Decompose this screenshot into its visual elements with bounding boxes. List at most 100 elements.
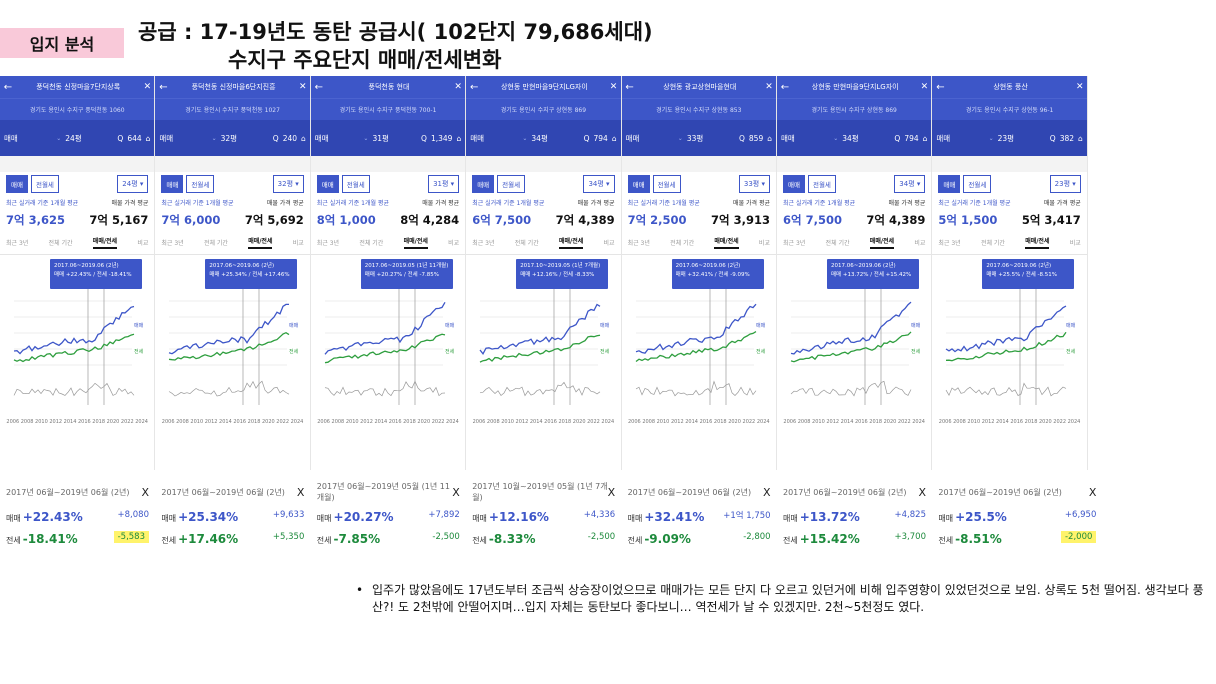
filter-type[interactable]: 매매 [781, 133, 795, 143]
size-select[interactable]: 34평 ▾ [583, 175, 615, 193]
close-icon[interactable]: ✕ [454, 82, 462, 92]
filter-type[interactable]: 매매 [625, 133, 640, 143]
tab-all[interactable]: 전체 기간 [203, 240, 228, 247]
tab-sale-rent[interactable]: 매매/전세 [869, 236, 895, 249]
bell-icon[interactable]: ⌂ [456, 133, 462, 143]
size-select[interactable]: 31평 ▾ [428, 175, 460, 193]
tab-compare[interactable]: 비교 [137, 240, 149, 247]
tab-sale[interactable]: 매매 [161, 175, 184, 193]
tab-sale-rent[interactable]: 매매/전세 [558, 236, 584, 249]
tab-sale-rent[interactable]: 매매/전세 [714, 236, 739, 249]
back-arrow-icon[interactable]: ← [3, 81, 13, 93]
tab-compare[interactable]: 비교 [1069, 240, 1081, 247]
search-icon[interactable]: Q [272, 133, 279, 143]
close-icon[interactable]: X [763, 485, 771, 499]
filter-size[interactable]: 34평 [842, 133, 859, 143]
tab-recent[interactable]: 최근 3년 [938, 240, 961, 247]
close-icon[interactable]: ✕ [765, 82, 773, 92]
close-icon[interactable]: ✕ [609, 82, 618, 92]
tab-rent[interactable]: 전월세 [963, 175, 992, 193]
tab-all[interactable]: 전체 기간 [670, 240, 695, 247]
filter-size[interactable]: 32평 [220, 133, 238, 143]
filter-type[interactable]: 매매 [470, 133, 484, 143]
back-arrow-icon[interactable]: ← [936, 81, 945, 93]
back-arrow-icon[interactable]: ← [625, 81, 634, 93]
tab-all[interactable]: 전체 기간 [980, 240, 1005, 247]
search-icon[interactable]: Q [583, 133, 590, 143]
close-icon[interactable]: X [141, 485, 149, 499]
tab-sale[interactable]: 매매 [627, 175, 650, 193]
bell-icon[interactable]: ⌂ [301, 133, 306, 143]
size-select[interactable]: 23평 ▾ [1049, 175, 1081, 193]
tab-recent[interactable]: 최근 3년 [316, 240, 340, 247]
close-icon[interactable]: ✕ [1076, 82, 1084, 92]
tab-sale[interactable]: 매매 [6, 175, 28, 193]
search-icon[interactable]: Q [117, 133, 124, 143]
bell-icon[interactable]: ⌂ [611, 133, 617, 143]
filter-size[interactable]: 23평 [997, 133, 1015, 143]
close-icon[interactable]: X [296, 485, 305, 499]
tab-recent[interactable]: 최근 3년 [783, 240, 806, 247]
price-chart[interactable]: 매매 전세 2017.06~2019.06 (2년) 매매 +13.72% / 전… [777, 255, 931, 427]
search-icon[interactable]: Q [421, 133, 427, 143]
tab-compare[interactable]: 비교 [292, 240, 304, 247]
tab-rent[interactable]: 전월세 [30, 175, 59, 193]
tab-compare[interactable]: 비교 [914, 240, 926, 247]
price-chart[interactable]: 매매 전세 2017.06~2019.06 (2년) 매매 +25.5% / 전세… [932, 255, 1086, 427]
filter-size[interactable]: 31평 [372, 133, 389, 143]
tab-recent[interactable]: 최근 3년 [6, 240, 29, 247]
back-arrow-icon[interactable]: ← [314, 81, 323, 93]
search-icon[interactable]: Q [894, 133, 901, 143]
tab-all[interactable]: 전체 기간 [825, 240, 850, 247]
size-select[interactable]: 34평 ▾ [894, 175, 926, 193]
close-icon[interactable]: X [607, 485, 616, 499]
close-icon[interactable]: X [452, 485, 460, 499]
tab-sale[interactable]: 매매 [472, 175, 495, 193]
price-chart[interactable]: 매매 전세 2017.06~2019.06 (2년) 매매 +25.34% / 전… [155, 255, 309, 427]
price-chart[interactable]: 매매 전세 2017.06~2019.06 (2년) 매매 +22.43% / 전… [0, 255, 154, 427]
close-icon[interactable]: ✕ [299, 82, 307, 92]
bell-icon[interactable]: ⌂ [145, 133, 151, 143]
size-select[interactable]: 33평 ▾ [738, 175, 770, 193]
tab-rent[interactable]: 전월세 [186, 175, 215, 193]
close-icon[interactable]: X [918, 485, 926, 499]
tab-compare[interactable]: 비교 [448, 240, 460, 247]
tab-sale-rent[interactable]: 매매/전세 [92, 236, 118, 249]
tab-rent[interactable]: 전월세 [497, 175, 526, 193]
tab-compare[interactable]: 비교 [758, 240, 770, 247]
back-arrow-icon[interactable]: ← [159, 81, 168, 93]
search-icon[interactable]: Q [1049, 133, 1056, 143]
close-icon[interactable]: ✕ [920, 82, 929, 92]
filter-size[interactable]: 33평 [686, 133, 704, 143]
bell-icon[interactable]: ⌂ [1078, 133, 1083, 143]
filter-type[interactable]: 매매 [159, 133, 174, 143]
search-icon[interactable]: Q [739, 133, 745, 143]
filter-type[interactable]: 매매 [936, 133, 951, 143]
tab-compare[interactable]: 비교 [603, 240, 615, 247]
tab-all[interactable]: 전체 기간 [359, 240, 384, 247]
close-icon[interactable]: X [1088, 485, 1097, 499]
tab-recent[interactable]: 최근 3년 [472, 240, 495, 247]
tab-sale-rent[interactable]: 매매/전세 [1025, 236, 1050, 249]
filter-type[interactable]: 매매 [4, 133, 18, 143]
tab-sale-rent[interactable]: 매매/전세 [403, 236, 428, 249]
tab-all[interactable]: 전체 기간 [48, 240, 73, 247]
bell-icon[interactable]: ⌂ [922, 133, 928, 143]
price-chart[interactable]: 매매 전세 2017.06~2019.06 (2년) 매매 +32.41% / 전… [622, 255, 776, 427]
close-icon[interactable]: ✕ [143, 82, 152, 92]
tab-recent[interactable]: 최근 3년 [161, 240, 184, 247]
tab-sale-rent[interactable]: 매매/전세 [248, 236, 273, 249]
back-arrow-icon[interactable]: ← [780, 81, 790, 93]
size-select[interactable]: 24평 ▾ [117, 175, 149, 193]
tab-sale[interactable]: 매매 [316, 175, 339, 193]
tab-recent[interactable]: 최근 3년 [627, 240, 650, 247]
tab-rent[interactable]: 전월세 [341, 175, 370, 193]
tab-all[interactable]: 전체 기간 [514, 240, 539, 247]
price-chart[interactable]: 매매 전세 2017.10~2019.05 (1년 7개월) 매매 +12.16%… [466, 255, 620, 427]
bell-icon[interactable]: ⌂ [767, 133, 772, 143]
price-chart[interactable]: 매매 전세 2017.06~2019.05 (1년 11개월) 매매 +20.27… [311, 255, 465, 427]
tab-sale[interactable]: 매매 [938, 175, 961, 193]
tab-rent[interactable]: 전월세 [807, 175, 836, 193]
back-arrow-icon[interactable]: ← [469, 81, 479, 93]
filter-type[interactable]: 매매 [314, 133, 329, 143]
